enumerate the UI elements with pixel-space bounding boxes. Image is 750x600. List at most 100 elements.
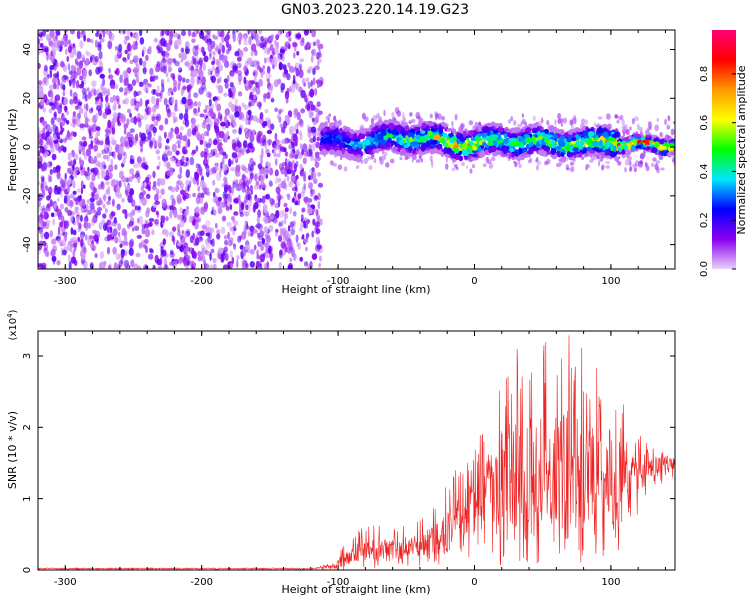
heatmap-cell <box>106 200 111 206</box>
heatmap-cell <box>210 227 215 233</box>
heatmap-cell <box>133 225 140 232</box>
heatmap-cell <box>187 84 192 93</box>
x-tick-label: 100 <box>601 276 620 287</box>
heatmap-cell <box>365 131 372 135</box>
heatmap-cell <box>46 250 50 258</box>
heatmap-cell <box>468 120 474 126</box>
heatmap-cell <box>246 188 250 196</box>
heatmap-cell <box>79 238 85 247</box>
heatmap-cell <box>178 112 184 120</box>
x-tick-label: -200 <box>190 276 213 287</box>
heatmap-cell <box>318 255 323 262</box>
heatmap-cell <box>97 99 102 105</box>
heatmap-cell <box>102 154 108 160</box>
heatmap-cell <box>208 53 212 60</box>
heatmap-cell <box>277 177 282 183</box>
heatmap-cell <box>204 104 209 111</box>
heatmap-cell <box>248 205 251 213</box>
heatmap-cell <box>254 74 257 83</box>
heatmap-cell <box>306 68 312 74</box>
heatmap-cell <box>142 190 147 196</box>
heatmap-cell <box>224 115 228 124</box>
heatmap-cell <box>244 167 249 174</box>
heatmap-cell <box>273 79 279 88</box>
heatmap-cell <box>171 143 177 153</box>
heatmap-cell <box>134 133 139 142</box>
heatmap-cell <box>490 145 497 153</box>
heatmap-cell <box>121 198 125 203</box>
x-tick-label: -300 <box>54 276 77 287</box>
heatmap-cell <box>279 210 284 219</box>
heatmap-cell <box>517 155 525 160</box>
heatmap-cell <box>605 161 610 164</box>
heatmap-cell <box>253 184 259 190</box>
heatmap-cell <box>513 160 516 164</box>
heatmap-cell <box>573 114 576 121</box>
heatmap-cell <box>148 218 155 222</box>
heatmap-cell <box>672 121 675 125</box>
heatmap-cell <box>284 151 289 157</box>
heatmap-cell <box>156 97 159 106</box>
heatmap-cell <box>258 102 262 110</box>
heatmap-cell <box>53 63 57 72</box>
heatmap-cell <box>287 161 293 167</box>
heatmap-cell <box>79 75 84 81</box>
heatmap-cell <box>46 137 50 145</box>
heatmap-cell <box>160 245 164 255</box>
heatmap-cell <box>197 192 203 198</box>
heatmap-cell <box>288 180 293 188</box>
heatmap-cell <box>623 144 628 151</box>
heatmap-cell <box>462 130 467 138</box>
heatmap-cell <box>239 235 242 241</box>
heatmap-cell <box>125 177 130 183</box>
y-tick-label: 40 <box>22 43 33 56</box>
heatmap-cell <box>82 69 87 76</box>
heatmap-cell <box>291 169 296 177</box>
heatmap-cell <box>350 129 355 134</box>
heatmap-cell <box>261 134 267 144</box>
heatmap-cell <box>210 248 215 254</box>
heatmap-cell <box>254 173 258 182</box>
heatmap-cell <box>622 137 630 142</box>
heatmap-cell <box>155 113 162 122</box>
heatmap-cell <box>50 248 56 257</box>
heatmap-cell <box>195 145 199 152</box>
heatmap-cell <box>301 37 305 44</box>
heatmap-cell <box>110 180 116 187</box>
heatmap-cell <box>114 236 119 244</box>
heatmap-cell <box>232 181 236 188</box>
heatmap-cell <box>170 194 175 201</box>
heatmap-cell <box>276 41 279 48</box>
heatmap-cell <box>252 30 256 38</box>
heatmap-cell <box>69 215 73 223</box>
heatmap-cell <box>284 207 289 213</box>
heatmap-cell <box>434 114 438 121</box>
heatmap-cell <box>145 193 151 199</box>
heatmap-cell <box>90 244 94 249</box>
heatmap-cell <box>262 65 266 70</box>
heatmap-cell <box>81 256 85 263</box>
heatmap-cell <box>216 233 221 240</box>
heatmap-cell <box>78 144 82 154</box>
heatmap-cell <box>133 45 138 50</box>
heatmap-cell <box>48 102 54 106</box>
heatmap-cell <box>278 235 283 242</box>
heatmap-cell <box>82 140 88 147</box>
heatmap-cell <box>438 124 443 132</box>
heatmap-cell <box>145 176 150 183</box>
heatmap-cell <box>238 35 242 41</box>
heatmap-cell <box>652 157 657 162</box>
heatmap-cell <box>44 64 48 72</box>
heatmap-cell <box>231 139 237 147</box>
heatmap-cell <box>205 226 212 233</box>
heatmap-cell <box>284 90 290 100</box>
heatmap-cell <box>210 111 216 120</box>
heatmap-cell <box>237 36 242 43</box>
heatmap-cell <box>89 197 95 203</box>
heatmap-cell <box>154 139 160 147</box>
heatmap-cell <box>660 146 667 150</box>
heatmap-cell <box>138 57 143 66</box>
heatmap-cell <box>139 37 145 45</box>
heatmap-cell <box>87 91 92 99</box>
